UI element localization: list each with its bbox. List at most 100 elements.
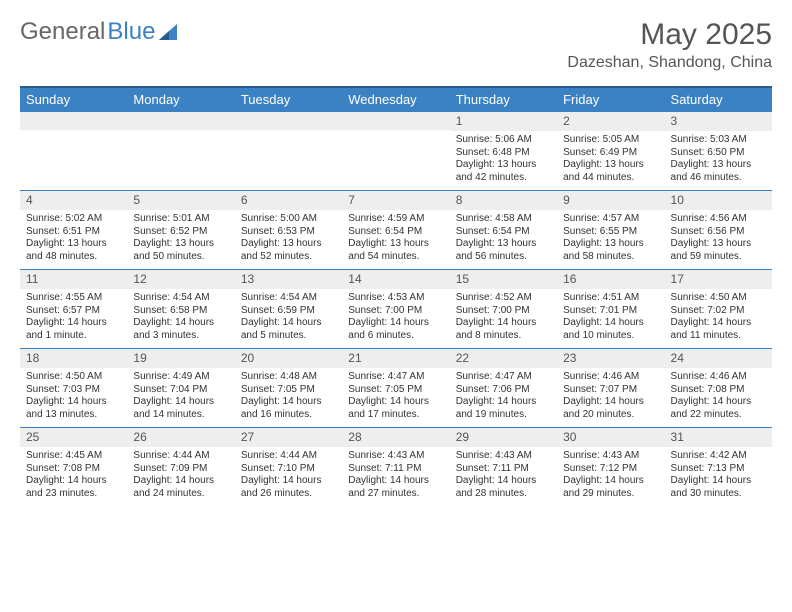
calendar-cell: 31Sunrise: 4:42 AMSunset: 7:13 PMDayligh… (665, 427, 772, 506)
calendar-cell: 1Sunrise: 5:06 AMSunset: 6:48 PMDaylight… (450, 111, 557, 190)
empty-day (20, 111, 127, 130)
sunset-text: Sunset: 6:54 PM (456, 226, 551, 239)
calendar-cell: 2Sunrise: 5:05 AMSunset: 6:49 PMDaylight… (557, 111, 664, 190)
daylight-text: Daylight: 14 hours and 23 minutes. (26, 475, 121, 500)
header: GeneralBlue May 2025 Dazeshan, Shandong,… (20, 18, 772, 72)
day-number: 1 (450, 111, 557, 131)
day-number: 24 (665, 348, 772, 368)
calendar-cell: 30Sunrise: 4:43 AMSunset: 7:12 PMDayligh… (557, 427, 664, 506)
day-body: Sunrise: 5:02 AMSunset: 6:51 PMDaylight:… (20, 210, 127, 269)
day-number: 25 (20, 427, 127, 447)
calendar-cell: 10Sunrise: 4:56 AMSunset: 6:56 PMDayligh… (665, 190, 772, 269)
daylight-text: Daylight: 14 hours and 28 minutes. (456, 475, 551, 500)
day-body: Sunrise: 5:03 AMSunset: 6:50 PMDaylight:… (665, 131, 772, 190)
day-body: Sunrise: 5:01 AMSunset: 6:52 PMDaylight:… (127, 210, 234, 269)
day-body: Sunrise: 4:55 AMSunset: 6:57 PMDaylight:… (20, 289, 127, 348)
daylight-text: Daylight: 13 hours and 48 minutes. (26, 238, 121, 263)
sunrise-text: Sunrise: 5:05 AM (563, 134, 658, 147)
day-number: 2 (557, 111, 664, 131)
calendar-cell: 3Sunrise: 5:03 AMSunset: 6:50 PMDaylight… (665, 111, 772, 190)
sunrise-text: Sunrise: 4:48 AM (241, 371, 336, 384)
day-body: Sunrise: 5:00 AMSunset: 6:53 PMDaylight:… (235, 210, 342, 269)
sunrise-text: Sunrise: 4:42 AM (671, 450, 766, 463)
logo-text-2: Blue (107, 18, 155, 46)
day-body: Sunrise: 4:50 AMSunset: 7:02 PMDaylight:… (665, 289, 772, 348)
daylight-text: Daylight: 14 hours and 10 minutes. (563, 317, 658, 342)
calendar-cell: 27Sunrise: 4:44 AMSunset: 7:10 PMDayligh… (235, 427, 342, 506)
daylight-text: Daylight: 14 hours and 16 minutes. (241, 396, 336, 421)
sunrise-text: Sunrise: 4:47 AM (348, 371, 443, 384)
calendar-cell: 20 Sunrise: 4:48 AMSunset: 7:05 PMDayligh… (235, 348, 342, 427)
calendar-cell: 11Sunrise: 4:55 AMSunset: 6:57 PMDayligh… (20, 269, 127, 348)
daylight-text: Daylight: 14 hours and 14 minutes. (133, 396, 228, 421)
day-body: Sunrise: 4:52 AMSunset: 7:00 PMDaylight:… (450, 289, 557, 348)
sunset-text: Sunset: 7:05 PM (241, 384, 336, 397)
daylight-text: Daylight: 14 hours and 24 minutes. (133, 475, 228, 500)
sunset-text: Sunset: 7:13 PM (671, 463, 766, 476)
sunset-text: Sunset: 6:59 PM (241, 305, 336, 318)
calendar-cell: 7Sunrise: 4:59 AMSunset: 6:54 PMDaylight… (342, 190, 449, 269)
day-body: Sunrise: 4:46 AMSunset: 7:07 PMDaylight:… (557, 368, 664, 427)
sunrise-text: Sunrise: 4:54 AM (241, 292, 336, 305)
calendar-cell: 8Sunrise: 4:58 AMSunset: 6:54 PMDaylight… (450, 190, 557, 269)
weekday-sunday: Sunday (20, 87, 127, 111)
sunrise-text: Sunrise: 4:56 AM (671, 213, 766, 226)
calendar-cell: 29Sunrise: 4:43 AMSunset: 7:11 PMDayligh… (450, 427, 557, 506)
day-number: 16 (557, 269, 664, 289)
daylight-text: Daylight: 13 hours and 59 minutes. (671, 238, 766, 263)
day-body: Sunrise: 4:56 AMSunset: 6:56 PMDaylight:… (665, 210, 772, 269)
calendar-body: 1Sunrise: 5:06 AMSunset: 6:48 PMDaylight… (20, 111, 772, 506)
calendar-cell: 25Sunrise: 4:45 AMSunset: 7:08 PMDayligh… (20, 427, 127, 506)
day-number: 20 (235, 348, 342, 368)
day-number: 29 (450, 427, 557, 447)
day-number: 11 (20, 269, 127, 289)
day-body: Sunrise: 5:05 AMSunset: 6:49 PMDaylight:… (557, 131, 664, 190)
day-number: 23 (557, 348, 664, 368)
calendar-cell: 26Sunrise: 4:44 AMSunset: 7:09 PMDayligh… (127, 427, 234, 506)
calendar-row: 11Sunrise: 4:55 AMSunset: 6:57 PMDayligh… (20, 269, 772, 348)
weekday-friday: Friday (557, 87, 664, 111)
daylight-text: Daylight: 14 hours and 30 minutes. (671, 475, 766, 500)
sunrise-text: Sunrise: 4:46 AM (671, 371, 766, 384)
calendar-cell (235, 111, 342, 190)
sunset-text: Sunset: 6:58 PM (133, 305, 228, 318)
calendar-row: 4Sunrise: 5:02 AMSunset: 6:51 PMDaylight… (20, 190, 772, 269)
calendar-cell: 4Sunrise: 5:02 AMSunset: 6:51 PMDaylight… (20, 190, 127, 269)
calendar-table: Sunday Monday Tuesday Wednesday Thursday… (20, 86, 772, 506)
sunrise-text: Sunrise: 4:53 AM (348, 292, 443, 305)
weekday-header-row: Sunday Monday Tuesday Wednesday Thursday… (20, 87, 772, 111)
empty-day (127, 111, 234, 130)
day-number: 9 (557, 190, 664, 210)
daylight-text: Daylight: 13 hours and 58 minutes. (563, 238, 658, 263)
calendar-cell: 19Sunrise: 4:49 AMSunset: 7:04 PMDayligh… (127, 348, 234, 427)
sunset-text: Sunset: 7:11 PM (456, 463, 551, 476)
sunset-text: Sunset: 7:11 PM (348, 463, 443, 476)
calendar-cell: 24Sunrise: 4:46 AMSunset: 7:08 PMDayligh… (665, 348, 772, 427)
day-number: 3 (665, 111, 772, 131)
sunrise-text: Sunrise: 4:44 AM (133, 450, 228, 463)
day-number: 6 (235, 190, 342, 210)
calendar-cell (342, 111, 449, 190)
daylight-text: Daylight: 13 hours and 46 minutes. (671, 159, 766, 184)
logo-sail-icon (159, 22, 181, 42)
calendar-cell (127, 111, 234, 190)
calendar-cell: 9 Sunrise: 4:57 AMSunset: 6:55 PMDaylight… (557, 190, 664, 269)
daylight-text: Daylight: 14 hours and 11 minutes. (671, 317, 766, 342)
sunset-text: Sunset: 6:48 PM (456, 147, 551, 160)
sunrise-text: Sunrise: 4:59 AM (348, 213, 443, 226)
day-body: Sunrise: 4:58 AMSunset: 6:54 PMDaylight:… (450, 210, 557, 269)
sunrise-text: Sunrise: 4:57 AM (563, 213, 658, 226)
calendar-cell: 22Sunrise: 4:47 AMSunset: 7:06 PMDayligh… (450, 348, 557, 427)
location: Dazeshan, Shandong, China (567, 54, 772, 72)
logo-text-1: General (20, 18, 105, 46)
empty-day (342, 111, 449, 130)
day-number: 14 (342, 269, 449, 289)
sunset-text: Sunset: 6:51 PM (26, 226, 121, 239)
day-number: 28 (342, 427, 449, 447)
calendar-row: 1Sunrise: 5:06 AMSunset: 6:48 PMDaylight… (20, 111, 772, 190)
title-block: May 2025 Dazeshan, Shandong, China (567, 18, 772, 72)
sunrise-text: Sunrise: 5:02 AM (26, 213, 121, 226)
sunset-text: Sunset: 6:55 PM (563, 226, 658, 239)
sunrise-text: Sunrise: 4:58 AM (456, 213, 551, 226)
sunrise-text: Sunrise: 4:47 AM (456, 371, 551, 384)
